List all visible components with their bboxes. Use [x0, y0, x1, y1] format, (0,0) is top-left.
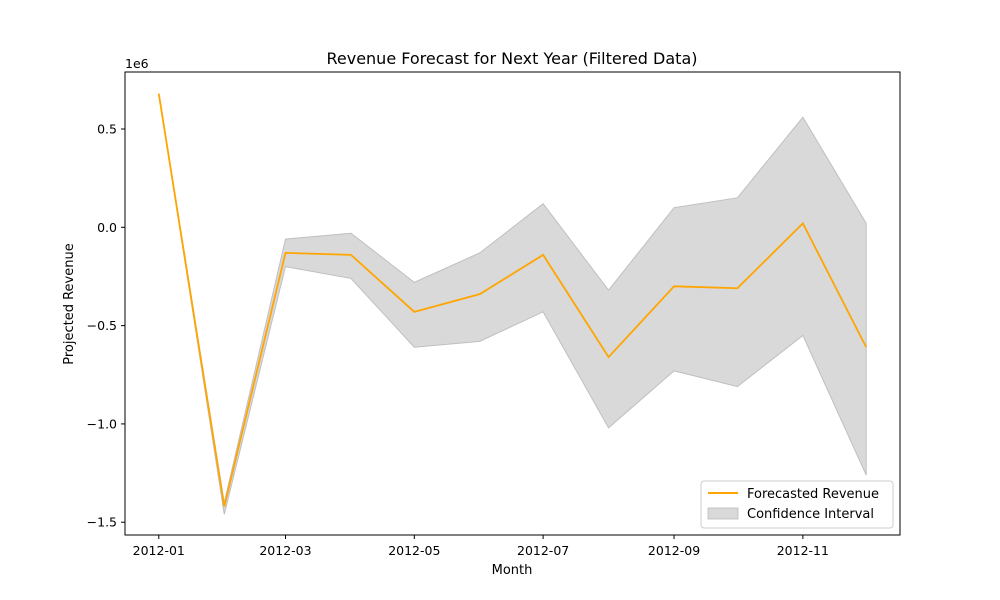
y-tick-label: −1.0 [87, 416, 117, 431]
legend-confidence-label: Confidence Interval [747, 507, 874, 522]
y-axis: −1.5 −1.0 −0.5 0.0 0.5 [87, 122, 125, 530]
x-tick-label: 2012-01 [133, 543, 185, 558]
x-axis-label: Month [492, 563, 533, 578]
confidence-band [158, 93, 867, 515]
x-axis: 2012-01 2012-03 2012-05 2012-07 2012-09 2012-… [133, 535, 829, 558]
legend-forecast-label: Forecasted Revenue [747, 487, 879, 502]
chart-title: Revenue Forecast for Next Year (Filtered… [326, 49, 697, 68]
legend-confidence-swatch [707, 507, 739, 520]
y-tick-label: −0.5 [87, 318, 117, 333]
forecast-line [157, 93, 868, 507]
y-offset-label: 1e6 [125, 56, 149, 71]
x-tick-label: 2012-03 [259, 543, 311, 558]
legend-box [700, 480, 894, 529]
plot-frame [124, 71, 901, 536]
y-tick-label: 0.0 [97, 220, 117, 235]
x-tick-label: 2012-11 [777, 543, 829, 558]
plot-area [157, 93, 868, 515]
y-tick-label: −1.5 [87, 515, 117, 530]
x-tick-label: 2012-05 [388, 543, 440, 558]
y-tick-label: 0.5 [97, 122, 117, 137]
x-tick-label: 2012-09 [648, 543, 700, 558]
x-tick-label: 2012-07 [517, 543, 569, 558]
legend: Forecasted Revenue Confidence Interval [700, 480, 894, 529]
y-axis-label: Projected Revenue [62, 243, 77, 364]
